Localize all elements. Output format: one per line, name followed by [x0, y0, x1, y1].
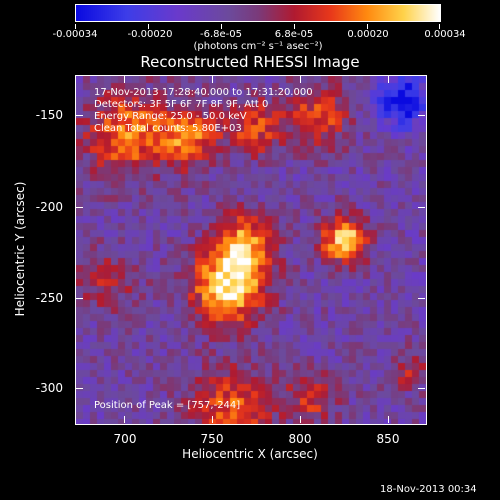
x-axis-label: Heliocentric X (arcsec) [182, 447, 318, 461]
x-tick-label: 700 [113, 432, 137, 446]
peak-position: Position of Peak = [757,-244] [94, 400, 241, 411]
info-energy-range: Energy Range: 25.0 - 50.0 keV [94, 111, 247, 122]
flux-heatmap [76, 76, 426, 424]
image-frame: 17-Nov-2013 17:28:40.000 to 17:31:20.000… [75, 75, 427, 425]
y-tick-label: -300 [35, 381, 63, 395]
x-tick-label: 750 [200, 432, 224, 446]
colorbar-tick-label: -6.8e-05 [200, 29, 242, 40]
colorbar-tick-label: 0.00034 [424, 29, 466, 40]
y-tick-label: -200 [35, 200, 63, 214]
y-tick-label: -250 [35, 291, 63, 305]
colorbar-unit-label: (photons cm⁻² s⁻¹ asec⁻²) [193, 41, 323, 52]
colorbar-tick-label: -0.00034 [52, 29, 98, 40]
timestamp: 18-Nov-2013 00:34 [380, 484, 477, 495]
image-title: Reconstructed RHESSI Image [140, 53, 360, 71]
y-axis-label: Heliocentric Y (arcsec) [13, 181, 27, 317]
info-time-range: 17-Nov-2013 17:28:40.000 to 17:31:20.000 [94, 87, 313, 98]
x-tick-label: 850 [376, 432, 400, 446]
colorbar-tick-label: 0.00020 [347, 29, 389, 40]
info-detectors: Detectors: 3F 5F 6F 7F 8F 9F, Att 0 [94, 99, 269, 110]
info-method: Clean Total counts: 5.80E+03 [94, 123, 242, 134]
x-tick-label: 800 [288, 432, 312, 446]
colorbar-tick-label: -0.00020 [127, 29, 173, 40]
y-tick-label: -150 [35, 108, 63, 122]
colorbar [75, 4, 441, 22]
colorbar-tick-label: 6.8e-05 [274, 29, 314, 40]
